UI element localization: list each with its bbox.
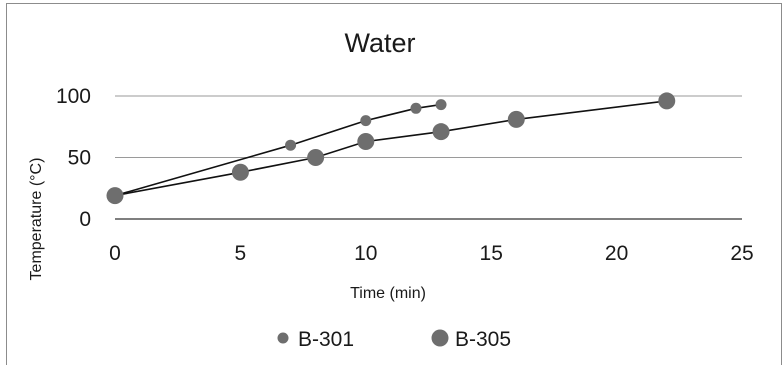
legend-label: B-301 bbox=[298, 328, 354, 351]
x-tick-label: 10 bbox=[354, 242, 377, 265]
y-axis-title: Temperature (°C) bbox=[28, 158, 45, 281]
chart-title: Water bbox=[344, 28, 415, 58]
y-tick-label: 0 bbox=[79, 208, 91, 231]
series-lines bbox=[114, 100, 667, 197]
x-tick-labels: 0 5 10 15 20 25 bbox=[109, 242, 754, 265]
data-point bbox=[410, 102, 422, 114]
data-point bbox=[106, 187, 124, 205]
y-tick-label: 100 bbox=[56, 85, 91, 108]
data-point bbox=[360, 115, 372, 127]
chart-frame bbox=[6, 3, 782, 365]
legend: B-301 B-305 bbox=[277, 328, 511, 351]
data-point bbox=[435, 99, 447, 111]
data-point bbox=[357, 133, 375, 151]
data-point bbox=[285, 139, 297, 151]
x-tick-label: 5 bbox=[235, 242, 247, 265]
x-axis-title: Time (min) bbox=[350, 285, 426, 302]
legend-label: B-305 bbox=[455, 328, 511, 351]
x-tick-label: 20 bbox=[605, 242, 628, 265]
x-tick-label: 25 bbox=[730, 242, 753, 265]
legend-marker bbox=[277, 332, 289, 344]
x-tick-label: 15 bbox=[480, 242, 503, 265]
series-line bbox=[114, 103, 442, 197]
data-points bbox=[106, 92, 676, 205]
data-point bbox=[507, 110, 525, 128]
y-tick-labels: 0 50 100 bbox=[56, 85, 91, 231]
grid-lines bbox=[115, 95, 742, 220]
data-point bbox=[432, 123, 450, 141]
legend-marker bbox=[431, 329, 449, 347]
data-point bbox=[307, 149, 325, 166]
y-tick-label: 50 bbox=[68, 147, 91, 170]
x-tick-label: 0 bbox=[109, 242, 121, 265]
data-point bbox=[658, 92, 676, 110]
data-point bbox=[231, 163, 249, 181]
